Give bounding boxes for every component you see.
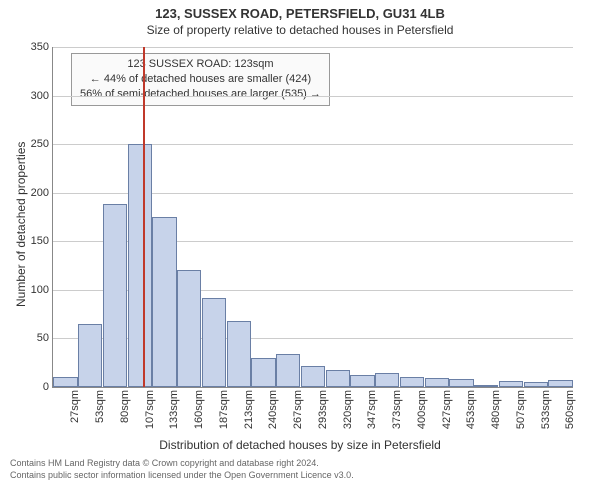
- x-tick: 107sqm: [144, 390, 156, 429]
- bar: [400, 377, 424, 387]
- bar: [227, 321, 251, 387]
- x-ticks: 27sqm 53sqm 80sqm 107sqm 133sqm 160sqm 187sqm 2…: [52, 388, 572, 434]
- bar: [375, 373, 399, 387]
- footer-line-1: Contains HM Land Registry data © Crown c…: [10, 458, 590, 470]
- bar: [202, 298, 226, 387]
- bar: [350, 375, 374, 387]
- bar: [301, 366, 325, 387]
- x-tick: 80sqm: [119, 390, 131, 423]
- info-line-3: 56% of semi-detached houses are larger (…: [80, 87, 321, 102]
- bar: [449, 379, 473, 387]
- bar: [177, 270, 201, 387]
- x-tick: 560sqm: [565, 390, 577, 429]
- info-line-1: 123 SUSSEX ROAD: 123sqm: [80, 57, 321, 72]
- bar: [499, 381, 523, 387]
- chart-title: 123, SUSSEX ROAD, PETERSFIELD, GU31 4LB: [0, 6, 600, 21]
- x-tick: 427sqm: [441, 390, 453, 429]
- x-tick: 373sqm: [391, 390, 403, 429]
- footer-line-2: Contains public sector information licen…: [10, 470, 590, 482]
- x-axis-label: Distribution of detached houses by size …: [0, 438, 600, 452]
- y-tick: 350: [23, 41, 49, 53]
- plot-area: 123 SUSSEX ROAD: 123sqm ← 44% of detache…: [52, 47, 573, 388]
- bar: [276, 354, 300, 387]
- bar: [425, 378, 449, 387]
- x-tick: 507sqm: [515, 390, 527, 429]
- y-tick: 100: [23, 284, 49, 296]
- info-box: 123 SUSSEX ROAD: 123sqm ← 44% of detache…: [71, 53, 330, 106]
- bar: [128, 144, 152, 387]
- bar: [78, 324, 102, 387]
- footer: Contains HM Land Registry data © Crown c…: [10, 458, 590, 481]
- x-tick: 160sqm: [193, 390, 205, 429]
- x-tick: 27sqm: [69, 390, 81, 423]
- bar: [103, 204, 127, 387]
- marker-line: [143, 47, 145, 387]
- x-tick: 267sqm: [292, 390, 304, 429]
- y-tick: 0: [23, 381, 49, 393]
- x-tick: 133sqm: [168, 390, 180, 429]
- bar: [251, 358, 275, 387]
- bar: [53, 377, 77, 387]
- x-tick: 213sqm: [243, 390, 255, 429]
- x-tick: 453sqm: [466, 390, 478, 429]
- bar: [524, 382, 548, 387]
- x-tick: 293sqm: [317, 390, 329, 429]
- y-axis-label: Number of detached properties: [14, 142, 28, 307]
- y-tick: 200: [23, 187, 49, 199]
- y-tick: 50: [23, 332, 49, 344]
- y-tick: 150: [23, 235, 49, 247]
- x-tick: 187sqm: [218, 390, 230, 429]
- chart-subtitle: Size of property relative to detached ho…: [0, 23, 600, 37]
- gridline: [53, 96, 573, 97]
- bar: [548, 380, 572, 387]
- x-tick: 347sqm: [367, 390, 379, 429]
- bar: [326, 370, 350, 387]
- gridline: [53, 47, 573, 48]
- x-tick: 400sqm: [416, 390, 428, 429]
- x-tick: 480sqm: [490, 390, 502, 429]
- bar: [152, 217, 176, 387]
- x-tick: 320sqm: [342, 390, 354, 429]
- y-tick: 300: [23, 90, 49, 102]
- bar: [474, 385, 498, 387]
- x-tick: 240sqm: [267, 390, 279, 429]
- chart-container: 123, SUSSEX ROAD, PETERSFIELD, GU31 4LB …: [0, 0, 600, 500]
- x-tick: 533sqm: [540, 390, 552, 429]
- y-tick: 250: [23, 138, 49, 150]
- info-line-2: ← 44% of detached houses are smaller (42…: [80, 72, 321, 87]
- x-tick: 53sqm: [94, 390, 106, 423]
